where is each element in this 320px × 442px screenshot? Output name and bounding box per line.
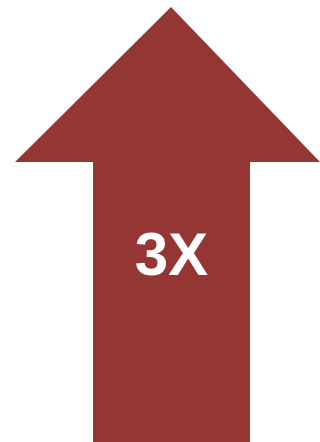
multiplier-label: 3X	[134, 221, 209, 288]
arrow-shape	[15, 7, 320, 442]
